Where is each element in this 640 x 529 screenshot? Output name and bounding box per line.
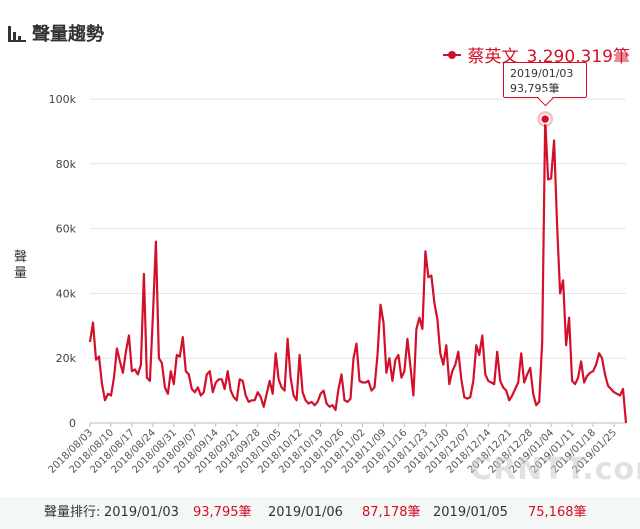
ranking-date-2: 2019/01/06 — [268, 505, 343, 520]
y-tick-label: 20k — [56, 352, 77, 365]
ranking-footer: 聲量排行: 2019/01/03 93,795筆 2019/01/06 87,1… — [0, 497, 640, 529]
series-line — [88, 118, 628, 424]
ranking-date-3: 2019/01/05 — [433, 505, 508, 520]
ranking-label: 聲量排行: — [44, 505, 101, 520]
y-tick-label: 80k — [56, 158, 77, 171]
line-chart[interactable]: 020k40k60k80k100k2018/08/032018/08/10201… — [0, 55, 640, 497]
y-tick-label: 60k — [56, 223, 77, 236]
y-axis-label: 聲量 — [14, 250, 28, 281]
y-tick-label: 40k — [56, 287, 77, 300]
y-tick-label: 100k — [49, 93, 77, 106]
tooltip-date: 2019/01/03 — [510, 67, 574, 80]
bar-chart-icon — [8, 26, 26, 42]
y-tick-label: 0 — [69, 417, 76, 430]
ranking-value-2: 87,178筆 — [362, 505, 421, 520]
chart-header: 聲量趨勢 蔡英文 3,290,319筆 — [0, 0, 640, 67]
ranking-date-1: 2019/01/03 — [104, 505, 179, 520]
chart-title: 聲量趨勢 — [32, 24, 104, 45]
ranking-value-1: 93,795筆 — [193, 505, 252, 520]
highlight-point — [539, 113, 551, 125]
legend-marker-icon — [443, 49, 462, 61]
chart-tooltip: 2019/01/03 93,795筆 — [503, 62, 587, 98]
tooltip-value: 93,795筆 — [510, 82, 560, 95]
watermark: CRNTT.com — [470, 452, 640, 487]
ranking-value-3: 75,168筆 — [528, 505, 587, 520]
